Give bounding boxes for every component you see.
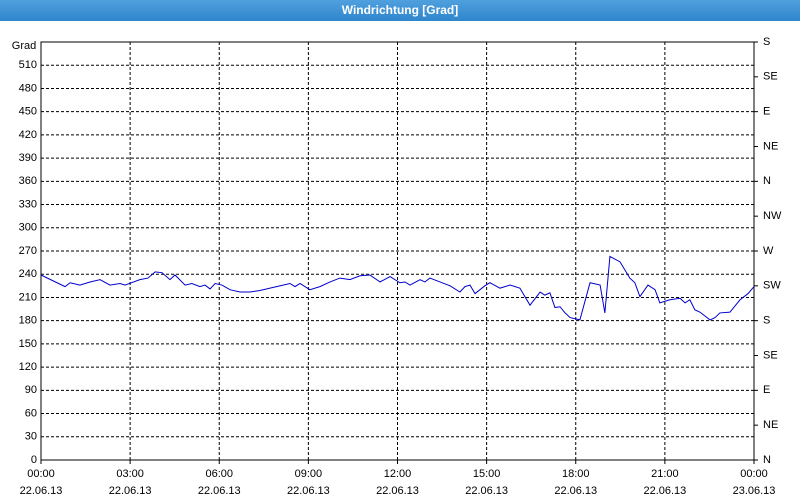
- plot-frame: [40, 41, 755, 461]
- y-tick-label: 90: [25, 384, 37, 396]
- y-tick-label: 30: [25, 431, 37, 443]
- y-tick-label: 300: [19, 222, 37, 234]
- x-tick-label: 18:00: [562, 468, 590, 480]
- y-tick-label: 480: [19, 82, 37, 94]
- y-tick-label: 330: [19, 198, 37, 210]
- y-tick-label: 0: [31, 454, 37, 466]
- x-tick-label: 03:00: [116, 468, 144, 480]
- y-tick-label: 150: [19, 338, 37, 350]
- y2-tick-label: E: [763, 384, 770, 396]
- x-tick-date: 22.06.13: [465, 485, 508, 497]
- x-tick-label: 21:00: [651, 468, 679, 480]
- y2-tick-label: NW: [763, 210, 782, 222]
- y-axis-label: Grad: [12, 40, 36, 52]
- x-tick-label: 00:00: [740, 468, 768, 480]
- y2-tick-label: N: [763, 175, 771, 187]
- y2-tick-label: SE: [763, 71, 778, 83]
- data-line: [40, 255, 755, 321]
- x-tick-date: 22.06.13: [287, 485, 330, 497]
- y2-tick-label: SE: [763, 349, 778, 361]
- x-tick-label: 00:00: [27, 468, 55, 480]
- title-bar: Windrichtung [Grad]: [0, 0, 800, 21]
- y2-tick-label: NE: [763, 140, 778, 152]
- y-tick-label: 450: [19, 106, 37, 118]
- x-tick-label: 09:00: [295, 468, 323, 480]
- y-tick-label: 420: [19, 129, 37, 141]
- x-tick-date: 22.06.13: [554, 485, 597, 497]
- y-tick-label: 360: [19, 175, 37, 187]
- y-tick-label: 210: [19, 291, 37, 303]
- x-tick-label: 06:00: [205, 468, 233, 480]
- y-tick-label: 240: [19, 268, 37, 280]
- y-tick-label: 270: [19, 245, 37, 257]
- x-tick-date: 23.06.13: [733, 485, 776, 497]
- y2-tick-label: S: [763, 315, 770, 327]
- y-tick-label: 60: [25, 407, 37, 419]
- y2-tick-label: SW: [763, 280, 781, 292]
- y2-tick-label: E: [763, 106, 770, 118]
- x-tick-date: 22.06.13: [376, 485, 419, 497]
- y-tick-label: 390: [19, 152, 37, 164]
- y-tick-label: 180: [19, 315, 37, 327]
- y2-tick-label: S: [763, 36, 770, 48]
- x-tick-date: 22.06.13: [643, 485, 686, 497]
- x-tick-label: 12:00: [384, 468, 412, 480]
- x-tick-label: 15:00: [473, 468, 501, 480]
- x-tick-date: 22.06.13: [198, 485, 241, 497]
- y-tick-label: 510: [19, 59, 37, 71]
- y2-tick-label: NE: [763, 419, 778, 431]
- y2-tick-label: N: [763, 454, 771, 466]
- x-tick-date: 22.06.13: [20, 485, 63, 497]
- x-tick-date: 22.06.13: [109, 485, 152, 497]
- y2-tick-label: W: [763, 245, 774, 257]
- y-tick-label: 120: [19, 361, 37, 373]
